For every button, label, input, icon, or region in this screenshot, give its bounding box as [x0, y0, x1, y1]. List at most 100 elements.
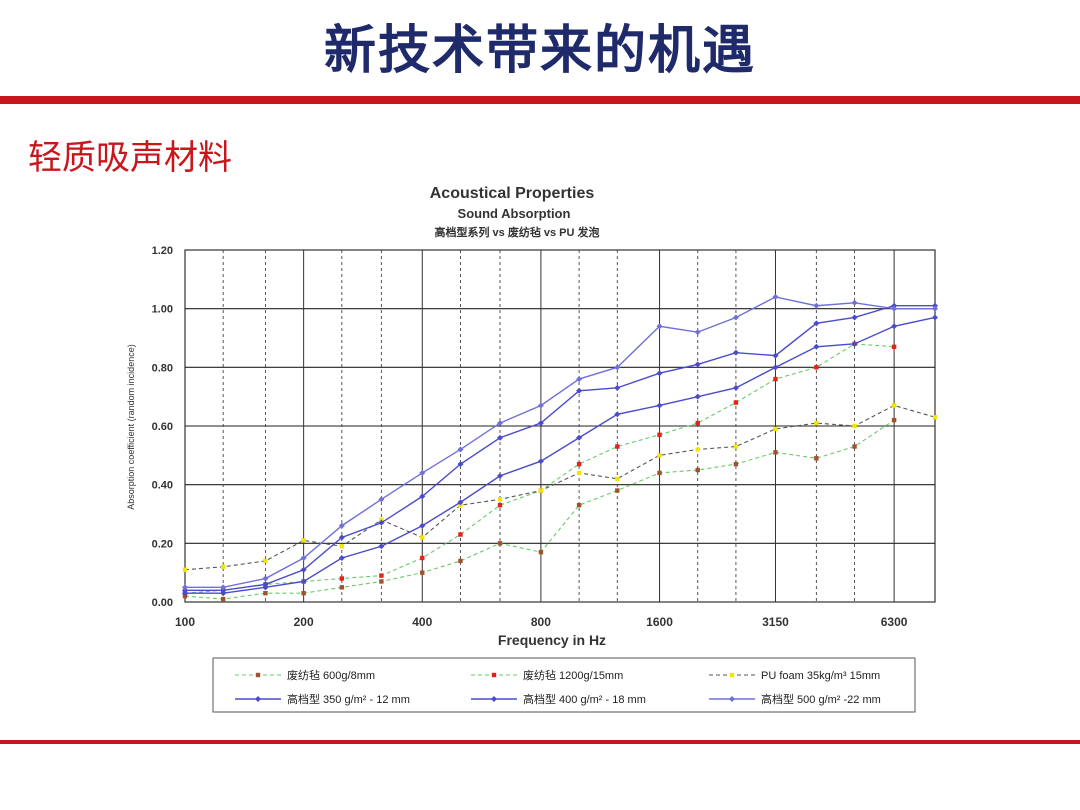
slide-subtitle: 轻质吸声材料 [28, 138, 232, 178]
data-point [891, 403, 897, 408]
data-point [772, 352, 779, 359]
data-point [657, 470, 662, 476]
data-point [497, 497, 503, 502]
data-point [615, 488, 620, 493]
chart-title: Acoustical Properties [430, 185, 595, 202]
series-2 [182, 341, 897, 596]
data-point [614, 411, 621, 418]
legend-label: PU foam 35kg/m³ 15mm [761, 670, 880, 682]
x-tick-label: 6300 [881, 615, 908, 629]
data-point [300, 578, 307, 585]
data-point [891, 323, 898, 330]
data-point [263, 558, 268, 564]
data-point [338, 555, 345, 561]
data-point [220, 564, 226, 569]
absorption-chart: Acoustical Properties Sound Absorption 高… [126, 185, 938, 713]
data-point [379, 579, 384, 584]
legend-swatch-marker [491, 696, 497, 702]
data-point [695, 420, 700, 426]
data-point [773, 376, 778, 382]
y-tick-label: 0.60 [152, 421, 173, 433]
data-point [497, 541, 503, 546]
data-point [733, 461, 739, 467]
legend-swatch-marker [729, 696, 735, 702]
data-point [932, 314, 938, 321]
data-point [457, 446, 464, 453]
legend-swatch-marker [491, 672, 497, 678]
series-line [185, 316, 936, 594]
data-point [813, 320, 820, 327]
data-point [419, 493, 426, 500]
data-point [458, 558, 463, 564]
data-point [576, 470, 582, 476]
y-tick-label: 1.00 [152, 304, 173, 316]
x-tick-label: 1600 [646, 615, 673, 629]
data-point [891, 305, 898, 312]
data-point [379, 573, 384, 578]
slide-title: 新技术带来的机遇 [323, 21, 756, 81]
data-point [932, 415, 938, 420]
data-point [497, 434, 504, 441]
x-tick-label: 100 [175, 615, 195, 629]
data-point [773, 426, 778, 432]
data-point [656, 402, 663, 409]
data-point [732, 314, 739, 321]
data-point [891, 417, 897, 423]
series-line [185, 296, 935, 589]
data-point [301, 591, 306, 596]
x-tick-label: 800 [531, 615, 551, 629]
series-line [184, 404, 936, 571]
data-point [694, 393, 701, 400]
data-point [220, 596, 226, 602]
chart-subtitle-2: 高档型系列 vs 废纺毡 vs PU 发泡 [434, 225, 599, 239]
data-point [538, 488, 544, 493]
data-point [339, 544, 345, 549]
series-4 [182, 314, 938, 597]
data-point [733, 400, 739, 405]
chart-subtitle: Sound Absorption [458, 206, 571, 221]
data-point [656, 323, 663, 330]
data-point [420, 555, 425, 561]
data-point [657, 453, 662, 458]
y-tick-label: 0.40 [152, 480, 173, 492]
data-point [695, 467, 700, 473]
data-point [378, 519, 385, 526]
data-point [301, 538, 306, 543]
data-point [732, 384, 739, 391]
data-point [338, 534, 345, 541]
data-point [458, 532, 463, 537]
data-point [576, 461, 582, 467]
data-point [852, 444, 857, 449]
data-point [851, 314, 858, 321]
data-point [262, 575, 269, 582]
data-point [814, 365, 819, 370]
data-point [537, 420, 544, 427]
series-6 [182, 293, 938, 591]
data-point [457, 499, 464, 506]
series-line [184, 343, 895, 594]
data-point [932, 305, 938, 312]
data-point [852, 423, 857, 429]
y-tick-label: 0.00 [152, 597, 173, 609]
footer-divider-bar [0, 740, 1080, 744]
data-point [772, 293, 779, 300]
data-point [656, 370, 663, 377]
data-point [813, 343, 820, 350]
title-divider-bar [0, 96, 1080, 104]
data-point [614, 364, 621, 371]
data-point [576, 387, 583, 394]
data-point [300, 566, 307, 573]
data-point [538, 549, 544, 555]
data-point [733, 444, 739, 449]
data-point [615, 444, 620, 449]
y-axis-label: Absorption coefficient (random incidence… [126, 344, 136, 509]
data-point [457, 461, 464, 468]
data-point [419, 522, 426, 529]
data-point [851, 299, 858, 306]
data-point [339, 585, 345, 590]
data-point [695, 447, 700, 452]
data-point [814, 420, 819, 426]
data-point [772, 364, 779, 371]
data-point [378, 543, 385, 550]
data-point [420, 535, 425, 540]
